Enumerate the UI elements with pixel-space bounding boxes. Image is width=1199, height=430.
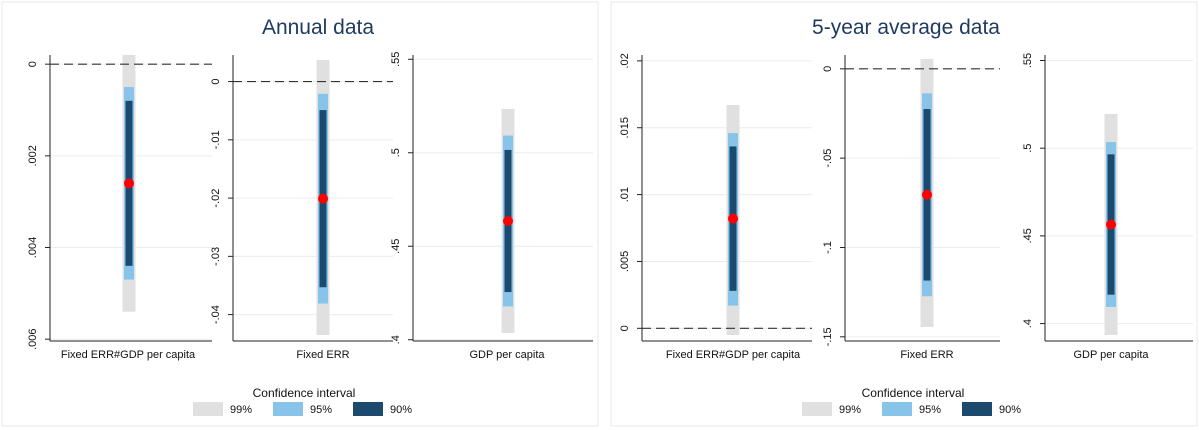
chart-title: Annual data	[262, 16, 374, 39]
legend-label: 90%	[999, 404, 1021, 416]
y-tick-label: .55	[390, 52, 402, 67]
y-tick-label: -.05	[822, 149, 834, 168]
legend-label: 90%	[390, 404, 412, 416]
x-category-label: GDP per capita	[469, 349, 545, 361]
legend-label: 99%	[839, 404, 861, 416]
subplot-1: 0 .005 .01 .015 .02 Fixed ERR#GDP per capita	[619, 53, 812, 361]
x-category-label: GDP per capita	[1073, 349, 1149, 361]
subplot-2: 0 -.05 -.1 -.15 Fixed ERR	[822, 55, 1000, 361]
figure-panel-1: Annual data 0 .002 .004 .006 Fixed ERR#GDP pe…	[1, 1, 599, 427]
figure-panel-2: 5-year average data 0 .005 .01 .015 .02 Fixed …	[610, 1, 1198, 427]
subplot-3: .4 .45 .5 .55 GDP per capita	[390, 52, 593, 361]
y-tick-label: .02	[619, 53, 631, 68]
y-tick-label: -.02	[210, 189, 222, 208]
y-tick-label: 0	[210, 78, 222, 84]
subplot-2: 0 -.01 -.02 -.03 -.04 Fixed ERR	[210, 55, 393, 361]
point-estimate	[922, 189, 932, 200]
x-category-label: Fixed ERR#GDP per capita	[61, 349, 196, 361]
legend-swatch	[353, 402, 383, 416]
legend-swatch	[273, 402, 303, 416]
y-tick-label: -.03	[210, 247, 222, 266]
y-tick-label: -.01	[210, 130, 222, 149]
point-estimate	[124, 178, 134, 189]
y-tick-label: 0	[822, 66, 834, 72]
legend-label: 95%	[919, 404, 941, 416]
y-tick-label: -.04	[210, 305, 222, 324]
panel-frame	[1, 1, 599, 427]
legend-title: Confidence interval	[253, 386, 356, 400]
legend-swatch	[882, 402, 912, 416]
point-estimate	[503, 216, 513, 226]
point-estimate	[1106, 219, 1116, 230]
y-tick-label: .45	[390, 239, 402, 254]
legend-label: 95%	[310, 404, 332, 416]
y-tick-label: .002	[27, 145, 39, 166]
subplot-3: .4 .45 .5 .55 GDP per capita	[1022, 53, 1193, 361]
y-tick-label: 0	[27, 61, 39, 67]
chart-title: 5-year average data	[812, 16, 1000, 39]
y-tick-label: .015	[619, 117, 631, 138]
y-tick-label: 0	[619, 325, 631, 331]
legend-label: 99%	[230, 404, 252, 416]
y-tick-label: .55	[1022, 53, 1034, 68]
point-estimate	[318, 193, 328, 204]
y-tick-label: .4	[1022, 319, 1034, 328]
y-tick-label: .005	[619, 251, 631, 272]
y-tick-label: .006	[27, 328, 39, 349]
panel-frame	[610, 1, 1198, 427]
x-category-label: Fixed ERR	[900, 349, 953, 361]
y-tick-label: .5	[390, 148, 402, 157]
y-tick-label: -.15	[822, 327, 834, 346]
x-category-label: Fixed ERR#GDP per capita	[666, 349, 801, 361]
y-tick-label: -.1	[822, 241, 834, 254]
legend-title: Confidence interval	[862, 386, 965, 400]
legend-swatch	[962, 402, 992, 416]
legend-swatch	[802, 402, 832, 416]
subplot-1: 0 .002 .004 .006 Fixed ERR#GDP per capita	[27, 55, 212, 361]
y-tick-label: .004	[27, 237, 39, 258]
point-estimate	[728, 213, 738, 224]
y-tick-label: .4	[390, 335, 402, 344]
legend-swatch	[193, 402, 223, 416]
x-category-label: Fixed ERR	[296, 349, 349, 361]
y-tick-label: .45	[1022, 228, 1034, 243]
y-tick-label: .5	[1022, 144, 1034, 153]
y-tick-label: .01	[619, 187, 631, 202]
